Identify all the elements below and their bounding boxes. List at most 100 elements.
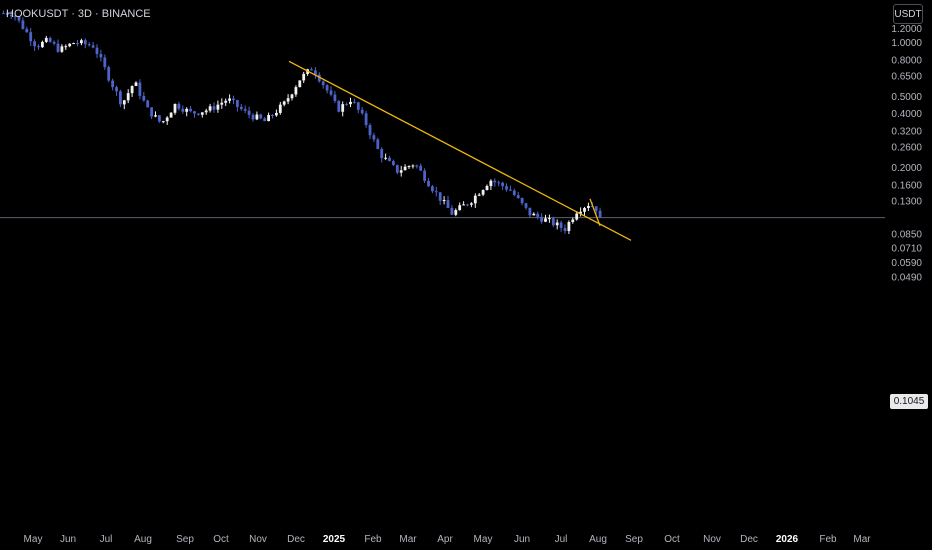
y-tick-label: 0.0490 bbox=[891, 272, 922, 283]
candle bbox=[528, 207, 532, 218]
x-tick-label: Oct bbox=[213, 534, 229, 545]
candle bbox=[263, 116, 267, 122]
y-tick-label: 0.1600 bbox=[891, 180, 922, 191]
candle bbox=[532, 212, 536, 216]
candle-body bbox=[228, 98, 231, 101]
candle bbox=[150, 107, 153, 120]
candle-body bbox=[594, 206, 598, 211]
candle bbox=[158, 115, 161, 123]
candle-body bbox=[99, 53, 103, 58]
candle bbox=[48, 36, 52, 43]
candle bbox=[247, 106, 251, 119]
candle bbox=[407, 165, 411, 169]
candle-body bbox=[501, 182, 504, 187]
candle bbox=[477, 193, 481, 197]
candle bbox=[193, 110, 196, 118]
candle bbox=[583, 206, 586, 217]
candle bbox=[349, 97, 352, 108]
candle bbox=[271, 114, 274, 119]
currency-unit-button[interactable]: USDT bbox=[893, 4, 923, 24]
candle-body bbox=[512, 190, 516, 196]
candle bbox=[516, 191, 520, 199]
candle bbox=[399, 165, 403, 177]
candle bbox=[2, 10, 5, 15]
candle bbox=[286, 94, 290, 105]
candle bbox=[466, 203, 469, 207]
candle bbox=[64, 44, 68, 50]
candle bbox=[497, 180, 501, 187]
candle bbox=[130, 85, 134, 97]
candle-body bbox=[189, 108, 192, 112]
candle-body bbox=[485, 186, 489, 191]
candle bbox=[540, 213, 543, 224]
x-tick-label: May bbox=[24, 534, 43, 545]
candle-body bbox=[360, 109, 364, 114]
candle bbox=[103, 54, 107, 70]
x-tick-label: Aug bbox=[589, 534, 607, 545]
x-tick-label: Mar bbox=[853, 534, 871, 545]
candle-body bbox=[130, 85, 134, 94]
candle bbox=[200, 112, 204, 118]
candle-body bbox=[286, 98, 290, 102]
candle bbox=[138, 79, 142, 100]
candle-body bbox=[165, 117, 169, 122]
candle bbox=[473, 193, 477, 208]
candle-body bbox=[76, 43, 79, 45]
candle bbox=[255, 111, 259, 121]
candle bbox=[91, 41, 95, 49]
candle bbox=[298, 80, 302, 88]
candle bbox=[489, 179, 493, 190]
y-tick-label: 0.0710 bbox=[891, 244, 922, 255]
candle-body bbox=[134, 82, 138, 86]
candle-body bbox=[356, 102, 360, 110]
descending-trendline[interactable] bbox=[288, 60, 632, 241]
candle-body bbox=[438, 192, 442, 201]
candle bbox=[598, 207, 602, 218]
x-tick-label: 2025 bbox=[323, 534, 346, 545]
x-tick-label: Nov bbox=[703, 534, 721, 545]
candle bbox=[356, 101, 360, 114]
candle-body bbox=[493, 180, 497, 183]
candle bbox=[224, 98, 228, 107]
candle-body bbox=[571, 219, 575, 223]
candle-body bbox=[329, 90, 333, 95]
candle-body bbox=[462, 204, 465, 206]
candle-body bbox=[310, 69, 313, 71]
candle bbox=[360, 107, 364, 115]
candle bbox=[95, 44, 99, 59]
candle-body bbox=[95, 47, 99, 54]
candle-body bbox=[415, 165, 419, 167]
y-tick-label: 0.8000 bbox=[891, 55, 922, 66]
candle bbox=[290, 93, 294, 101]
candle bbox=[442, 196, 446, 205]
x-tick-label: Aug bbox=[134, 534, 152, 545]
x-tick-label: Feb bbox=[819, 534, 837, 545]
candle bbox=[571, 217, 575, 224]
candle bbox=[267, 112, 270, 122]
candle-body bbox=[33, 41, 36, 47]
candle bbox=[587, 202, 590, 211]
candle-body bbox=[13, 16, 17, 18]
candle-body bbox=[83, 40, 87, 45]
candle-body bbox=[368, 125, 372, 136]
candle-body bbox=[52, 41, 56, 44]
short-trendline[interactable] bbox=[589, 198, 601, 227]
candle-body bbox=[17, 16, 21, 21]
candle-body bbox=[388, 157, 391, 162]
candle bbox=[403, 164, 407, 171]
candle bbox=[146, 99, 150, 108]
candle bbox=[169, 112, 173, 118]
candle bbox=[419, 163, 423, 172]
last-price-label: 0.1045 bbox=[890, 394, 928, 409]
candle-body bbox=[473, 195, 477, 204]
x-tick-label: Jun bbox=[60, 534, 76, 545]
candle-body bbox=[516, 195, 520, 198]
candle bbox=[212, 102, 216, 113]
candle-body bbox=[255, 114, 259, 120]
candle bbox=[462, 201, 465, 206]
candle bbox=[68, 43, 72, 48]
candle bbox=[520, 197, 524, 206]
candle bbox=[380, 147, 384, 163]
candle bbox=[275, 109, 278, 117]
